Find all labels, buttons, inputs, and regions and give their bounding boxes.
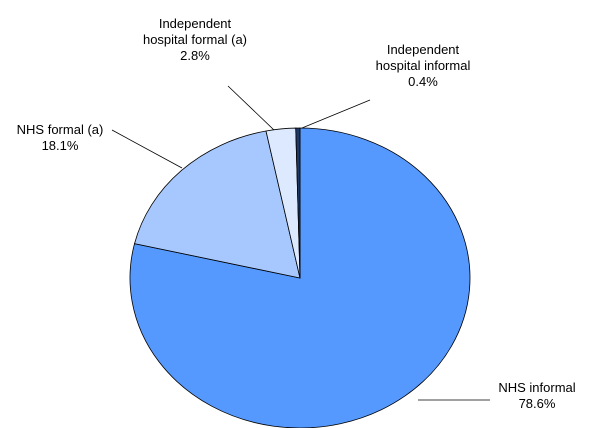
category-label: NHS informal — [498, 380, 576, 395]
pie-slice — [134, 130, 301, 279]
slice-label: Independent hospital informal 0.4% — [368, 42, 478, 90]
leader-line — [301, 99, 371, 129]
value-label: 78.6% — [518, 396, 556, 411]
leader-line — [111, 129, 183, 169]
category-label: Independent hospital informal — [375, 42, 471, 73]
slice-label: NHS informal 78.6% — [478, 380, 596, 412]
pie-slice — [295, 127, 301, 279]
category-label: NHS formal (a) — [16, 122, 104, 137]
value-label: 2.8% — [180, 48, 210, 63]
value-label: 0.4% — [408, 74, 438, 89]
slice-label: NHS formal (a) 18.1% — [8, 122, 112, 154]
slice-label: Independent hospital formal (a) 2.8% — [140, 16, 250, 64]
category-label: Independent hospital formal (a) — [142, 16, 248, 47]
leader-line — [227, 85, 275, 131]
value-label: 18.1% — [41, 138, 79, 153]
